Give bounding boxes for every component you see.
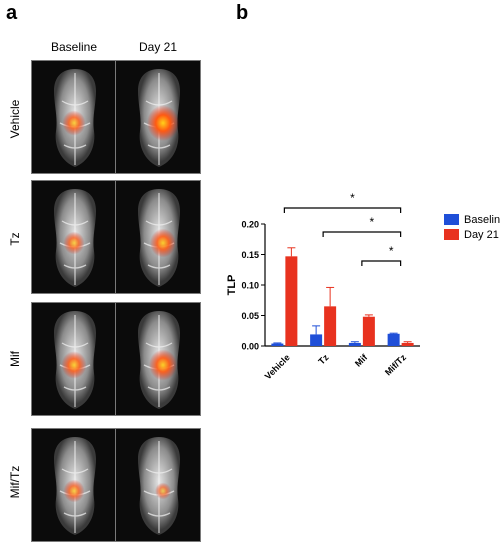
x-tick-label: Vehicle: [263, 352, 292, 381]
significance-star: *: [350, 191, 355, 205]
significance-star: *: [370, 215, 375, 229]
significance-bracket: [361, 260, 402, 266]
x-tick-label: Mif/Tz: [383, 352, 408, 377]
bar-day21: [324, 306, 337, 346]
skull-image: [54, 311, 96, 409]
scan-mif-tz-day21: [115, 428, 201, 542]
significance-star: *: [389, 244, 394, 258]
bar-day21: [401, 342, 414, 346]
skull-image: [54, 69, 96, 167]
legend-item-baseline: Baseline: [444, 212, 500, 227]
bar-baseline: [310, 334, 323, 346]
significance-bracket: [283, 207, 402, 213]
skull-image: [138, 311, 180, 409]
skull-image: [138, 437, 180, 535]
scan-mif-day21: [115, 302, 201, 416]
legend-label-day21: Day 21: [464, 228, 499, 241]
fluorescence-signal: [63, 231, 85, 255]
scan-vehicle-baseline: [31, 60, 117, 174]
scan-vehicle-day21: [115, 60, 201, 174]
bar-day21: [285, 256, 298, 346]
bar-baseline: [348, 342, 361, 346]
panel-a-label: a: [6, 2, 18, 24]
y-tick-label: 0.00: [241, 342, 259, 352]
legend-item-day21: Day 21: [444, 227, 500, 242]
fluorescence-signal: [149, 349, 177, 381]
column-header-day21: Day 21: [138, 40, 178, 54]
skull-image: [138, 69, 180, 167]
panel-b-label: b: [236, 2, 249, 24]
fluorescence-signal: [155, 482, 171, 500]
legend-label-baseline: Baseline: [464, 213, 500, 226]
y-tick-label: 0.15: [241, 250, 259, 260]
significance-bracket: [322, 231, 402, 237]
bar-day21: [362, 316, 375, 346]
column-header-baseline: Baseline: [50, 40, 98, 54]
fluorescence-signal: [150, 228, 176, 258]
fluorescence-signal: [62, 110, 86, 136]
scan-tz-day21: [115, 180, 201, 294]
skull-image: [138, 189, 180, 287]
legend-swatch-day21: [444, 229, 459, 240]
scan-tz-baseline: [31, 180, 117, 294]
x-tick-label: Tz: [316, 352, 330, 366]
y-tick-label: 0.05: [241, 311, 259, 321]
skull-image: [54, 189, 96, 287]
bar-baseline: [387, 333, 400, 346]
scan-mif-tz-baseline: [31, 428, 117, 542]
fluorescence-signal: [147, 105, 179, 141]
legend-swatch-baseline: [444, 214, 459, 225]
chart-legend: Baseline Day 21: [444, 212, 500, 242]
fluorescence-signal: [63, 479, 85, 503]
scan-mif-baseline: [31, 302, 117, 416]
y-tick-label: 0.20: [241, 220, 259, 230]
y-axis-label: TLP: [226, 275, 238, 296]
bar-baseline: [271, 343, 284, 346]
x-tick-label: Mif: [353, 352, 370, 369]
y-tick-label: 0.10: [241, 281, 259, 291]
skull-image: [54, 437, 96, 535]
fluorescence-signal: [61, 351, 87, 379]
